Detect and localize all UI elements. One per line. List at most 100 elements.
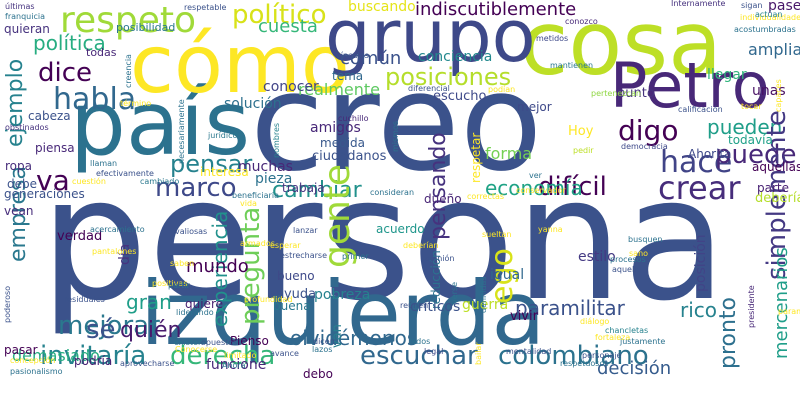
cloud-word: lazos xyxy=(312,345,333,354)
cloud-word: necesariamente xyxy=(177,99,186,164)
cloud-word: consideran xyxy=(370,188,415,197)
cloud-word: respetable xyxy=(184,3,227,12)
cloud-word: realmente xyxy=(298,80,381,99)
cloud-word: presidente xyxy=(747,285,756,328)
cloud-word: ver xyxy=(529,171,542,180)
cloud-word: verdad xyxy=(57,229,103,244)
cloud-word: pensando xyxy=(426,132,451,240)
cloud-word: pertenezcan xyxy=(591,89,641,98)
cloud-word: punto xyxy=(617,86,655,101)
cloud-word: yanna xyxy=(538,225,563,234)
cloud-word: Ahorita xyxy=(688,147,732,161)
cloud-word: debería xyxy=(755,191,800,206)
cloud-word: cambiado xyxy=(140,177,180,186)
cloud-word: acuerdo xyxy=(376,222,425,236)
cloud-word: muchas xyxy=(238,159,293,175)
cloud-word: parte xyxy=(757,181,789,195)
cloud-word: escucho xyxy=(433,89,487,104)
cloud-word: gran xyxy=(126,290,172,314)
cloud-word: verse xyxy=(450,281,459,304)
cloud-word: capaces xyxy=(774,79,783,112)
cloud-word: positivas xyxy=(152,279,188,288)
cloud-word: política xyxy=(33,31,106,55)
cloud-word: nombres xyxy=(272,122,281,158)
cloud-word: marco xyxy=(155,173,237,203)
cloud-word: vida xyxy=(240,199,257,208)
cloud-word: partir xyxy=(168,281,190,290)
cloud-word: colombiano xyxy=(498,341,649,371)
cloud-word: Internamente xyxy=(671,0,726,8)
cloud-word: habla xyxy=(53,82,137,117)
cloud-word: profundidad xyxy=(244,295,293,304)
cloud-word: debo xyxy=(303,367,333,381)
cloud-word: grupo xyxy=(325,0,536,78)
cloud-word: individualidades xyxy=(740,13,800,22)
cloud-word: va xyxy=(36,164,70,197)
cloud-word: igual xyxy=(490,267,525,283)
cloud-word: dice xyxy=(38,58,93,88)
cloud-word: posibilidad xyxy=(116,21,176,34)
cloud-word: cómo xyxy=(130,18,350,111)
cloud-word: llaman xyxy=(90,159,118,168)
cloud-word: metidos xyxy=(536,34,569,43)
cloud-word: conozco xyxy=(565,17,598,26)
cloud-word: político xyxy=(232,0,327,30)
cloud-word: procesos xyxy=(610,255,646,264)
cloud-word: críticos xyxy=(410,299,461,315)
cloud-word: tocar xyxy=(741,102,762,111)
cloud-word: ayuda xyxy=(276,287,317,302)
cloud-word: rico xyxy=(680,298,718,322)
cloud-word: vean xyxy=(4,204,34,218)
cloud-word: franquicia xyxy=(5,12,45,21)
cloud-word: mundo xyxy=(186,256,249,277)
cloud-word: liderando xyxy=(176,308,214,317)
cloud-word: opuestos xyxy=(201,338,238,347)
cloud-word: pasar xyxy=(4,343,38,357)
cloud-word: limitado xyxy=(224,351,257,360)
cloud-word: opinión xyxy=(425,254,455,263)
cloud-word: últimas xyxy=(5,2,35,11)
cloud-word: dueño xyxy=(424,192,462,206)
cloud-word: buscando xyxy=(348,0,416,15)
cloud-word: escuchar xyxy=(360,341,478,371)
cloud-word: término xyxy=(120,99,152,108)
cloud-word: residuales xyxy=(64,295,105,304)
cloud-word: personaje xyxy=(582,351,622,360)
cloud-word: indiscutiblemente xyxy=(415,0,577,20)
cloud-word: beneficiaria xyxy=(232,191,279,200)
cloud-word: pase xyxy=(768,0,800,14)
cloud-word: vivir xyxy=(510,309,538,324)
cloud-word: trabaja xyxy=(282,181,325,195)
cloud-word: Conocerse xyxy=(175,345,218,354)
cloud-word: cabeza xyxy=(28,109,71,123)
cloud-word: amplia xyxy=(748,40,800,59)
cloud-word: sigan xyxy=(741,1,763,10)
cloud-word: quién xyxy=(120,318,182,343)
cloud-word: funcione xyxy=(206,357,267,373)
cloud-word: concepción xyxy=(10,356,56,365)
cloud-word: unas xyxy=(752,83,786,99)
cloud-word: crear xyxy=(658,169,741,207)
cloud-word: estilo xyxy=(578,249,616,265)
cloud-word: país xyxy=(70,72,251,175)
cloud-word: amigos xyxy=(310,120,361,136)
cloud-word: cuestión xyxy=(72,177,106,186)
cloud-word: hace xyxy=(660,145,733,180)
cloud-word: justamente xyxy=(620,337,666,346)
cloud-word: piensa xyxy=(35,141,75,155)
cloud-word: izquierda xyxy=(140,262,546,365)
cloud-word: mentalidad xyxy=(506,347,552,356)
cloud-word: respetar xyxy=(469,132,483,183)
cloud-word: derecha xyxy=(170,341,276,371)
cloud-word: común xyxy=(340,48,402,69)
cloud-word: creencia xyxy=(124,54,133,88)
cloud-word: puede xyxy=(715,140,797,170)
cloud-word: aquellas xyxy=(752,160,800,174)
cloud-word: posición xyxy=(693,234,709,292)
cloud-word: Pienso xyxy=(230,334,269,348)
cloud-word: economía xyxy=(485,176,583,200)
cloud-word: deberían xyxy=(403,241,439,250)
cloud-word: quieran xyxy=(4,22,50,36)
cloud-word: difícil xyxy=(538,172,607,202)
